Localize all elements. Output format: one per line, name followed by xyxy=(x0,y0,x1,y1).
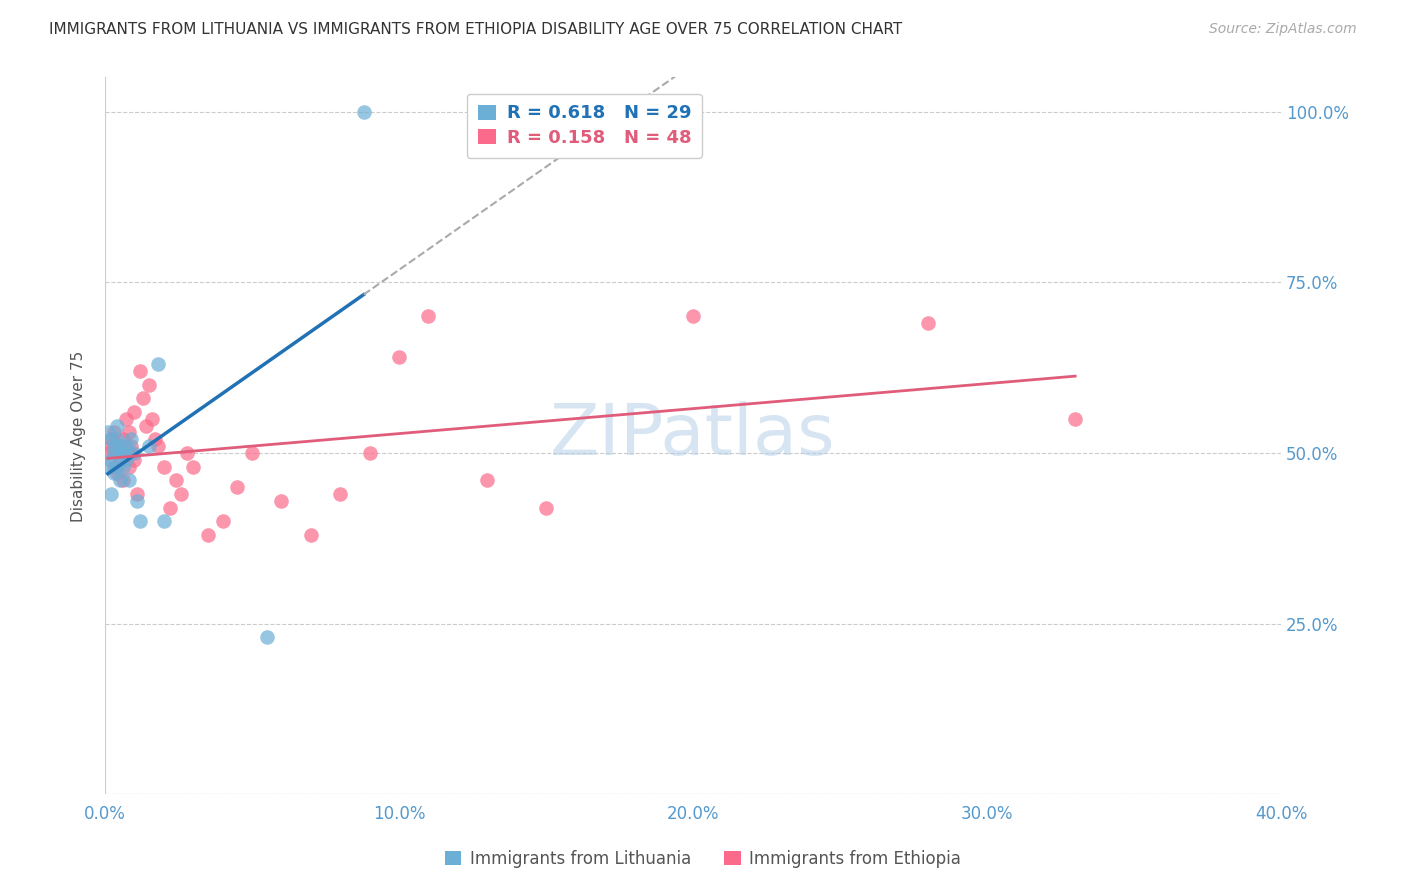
Point xyxy=(103,467,125,481)
Point xyxy=(108,452,131,467)
Point xyxy=(97,459,120,474)
Point xyxy=(270,493,292,508)
Point xyxy=(146,439,169,453)
Point xyxy=(111,433,134,447)
Point xyxy=(299,528,322,542)
Point xyxy=(152,514,174,528)
Point xyxy=(103,439,125,453)
Point xyxy=(114,452,136,467)
Point xyxy=(477,473,499,487)
Point xyxy=(117,425,139,440)
Point xyxy=(100,452,122,467)
Point xyxy=(111,459,134,474)
Point xyxy=(418,310,440,324)
Point xyxy=(108,439,131,453)
Point xyxy=(117,473,139,487)
Text: ZIPatlas: ZIPatlas xyxy=(550,401,835,470)
Point xyxy=(124,405,146,419)
Point xyxy=(138,377,160,392)
Point xyxy=(159,500,181,515)
Point xyxy=(226,480,249,494)
Point xyxy=(120,446,142,460)
Point xyxy=(100,433,122,447)
Point xyxy=(114,412,136,426)
Point xyxy=(103,446,125,460)
Point xyxy=(108,439,131,453)
Point xyxy=(353,104,375,119)
Legend: Immigrants from Lithuania, Immigrants from Ethiopia: Immigrants from Lithuania, Immigrants fr… xyxy=(439,844,967,875)
Point xyxy=(211,514,233,528)
Point xyxy=(103,425,125,440)
Point xyxy=(105,459,128,474)
Point xyxy=(682,310,704,324)
Point xyxy=(388,351,411,365)
Point xyxy=(114,446,136,460)
Point xyxy=(197,528,219,542)
Point xyxy=(240,446,263,460)
Point xyxy=(117,446,139,460)
Point xyxy=(141,412,163,426)
Point xyxy=(97,425,120,440)
Legend: R = 0.618   N = 29, R = 0.158   N = 48: R = 0.618 N = 29, R = 0.158 N = 48 xyxy=(467,94,702,158)
Text: IMMIGRANTS FROM LITHUANIA VS IMMIGRANTS FROM ETHIOPIA DISABILITY AGE OVER 75 COR: IMMIGRANTS FROM LITHUANIA VS IMMIGRANTS … xyxy=(49,22,903,37)
Point xyxy=(1064,412,1087,426)
Point xyxy=(359,446,381,460)
Point xyxy=(124,452,146,467)
Point xyxy=(108,446,131,460)
Point xyxy=(127,493,149,508)
Point xyxy=(132,392,155,406)
Point xyxy=(129,364,152,378)
Point xyxy=(124,446,146,460)
Point xyxy=(114,439,136,453)
Y-axis label: Disability Age Over 75: Disability Age Over 75 xyxy=(72,351,86,522)
Point xyxy=(97,446,120,460)
Point xyxy=(120,439,142,453)
Point xyxy=(105,467,128,481)
Point xyxy=(143,433,166,447)
Point xyxy=(105,433,128,447)
Point xyxy=(111,446,134,460)
Point xyxy=(100,439,122,453)
Point xyxy=(120,433,142,447)
Point xyxy=(176,446,198,460)
Point xyxy=(146,357,169,371)
Point xyxy=(917,316,939,330)
Point xyxy=(111,473,134,487)
Point xyxy=(181,459,204,474)
Point xyxy=(100,433,122,447)
Point xyxy=(103,459,125,474)
Point xyxy=(129,514,152,528)
Point xyxy=(105,418,128,433)
Point xyxy=(100,487,122,501)
Point xyxy=(135,418,157,433)
Point xyxy=(170,487,193,501)
Point xyxy=(108,473,131,487)
Point xyxy=(105,446,128,460)
Point xyxy=(534,500,557,515)
Point xyxy=(329,487,352,501)
Point xyxy=(127,487,149,501)
Point xyxy=(152,459,174,474)
Text: Source: ZipAtlas.com: Source: ZipAtlas.com xyxy=(1209,22,1357,37)
Point xyxy=(165,473,187,487)
Point xyxy=(138,439,160,453)
Point xyxy=(256,630,278,644)
Point xyxy=(117,459,139,474)
